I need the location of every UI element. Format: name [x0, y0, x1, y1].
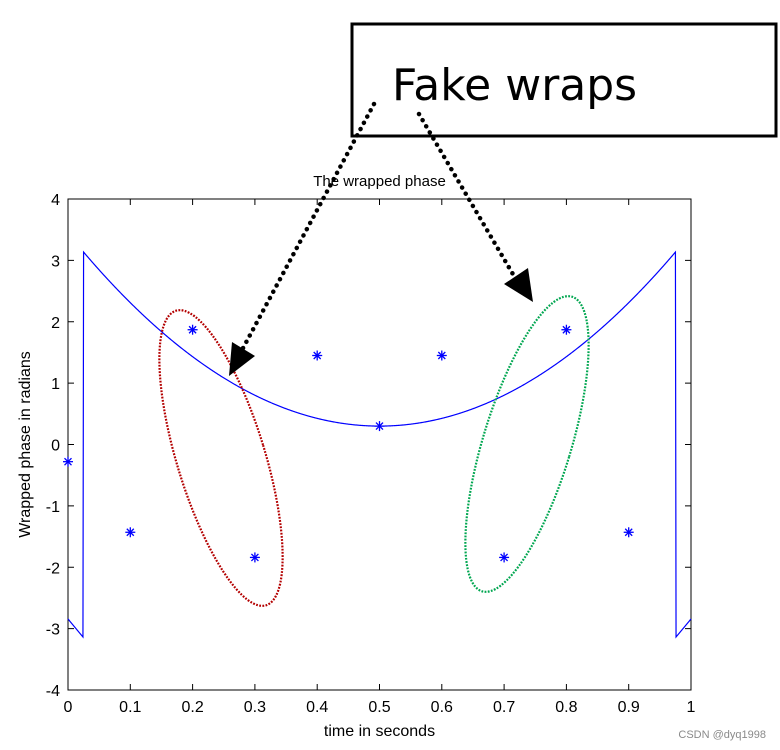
x-tick-label: 0.1: [119, 699, 141, 716]
y-tick-label: 2: [51, 315, 60, 332]
plot-area-frame: [67, 198, 692, 691]
sample-point: [63, 456, 73, 467]
sample-point: [499, 552, 510, 563]
callout-box: [350, 22, 778, 138]
sample-markers: [63, 324, 634, 563]
watermark: CSDN @dyq1998: [678, 729, 766, 741]
callout-text: Fake wraps: [392, 60, 637, 111]
sample-point: [312, 350, 323, 361]
y-tick-label: -4: [46, 683, 60, 700]
x-tick-label: 0.5: [368, 699, 390, 716]
wrapped-phase-curve: [67, 250, 692, 639]
sample-point: [374, 421, 385, 432]
x-tick-label: 0: [64, 699, 73, 716]
sample-point: [561, 324, 572, 335]
x-tick-label: 0.8: [555, 699, 577, 716]
x-tick-label: 0.3: [244, 699, 266, 716]
x-tick-label: 0.4: [306, 699, 328, 716]
y-tick-label: 4: [51, 192, 60, 209]
sample-point: [436, 350, 447, 361]
x-tick-label: 0.2: [181, 699, 203, 716]
y-tick-label: -1: [46, 499, 60, 516]
sample-point: [249, 552, 260, 563]
y-tick-label: 0: [51, 438, 60, 455]
fake-wrap-ellipse-left: [158, 309, 284, 607]
x-tick-label: 1: [687, 699, 696, 716]
y-tick-label: -3: [46, 622, 60, 639]
sample-point: [125, 527, 136, 538]
chart-title: The wrapped phase: [313, 173, 446, 190]
fake-wrap-arrow-left: [229, 101, 377, 376]
sample-point: [623, 527, 634, 538]
y-tick-label: 3: [51, 253, 60, 270]
fake-wrap-ellipse-right: [464, 295, 590, 593]
y-tick-label: -2: [46, 560, 60, 577]
y-tick-label: 1: [51, 376, 60, 393]
tick-layer: 0 0.1 0.2 0.3 0.4 0.5 0.6 0.7 0.8 0.9 1 -4 -3 -2 -1 0 1 2…: [46, 192, 696, 716]
x-tick-label: 0.6: [431, 699, 453, 716]
sample-point: [187, 324, 198, 335]
x-tick-label: 0.9: [618, 699, 640, 716]
x-axis-label: time in seconds: [324, 723, 435, 740]
y-axis-label: Wrapped phase in radians: [17, 351, 34, 538]
fake-wrap-arrow-right: [416, 111, 533, 302]
x-tick-label: 0.7: [493, 699, 515, 716]
